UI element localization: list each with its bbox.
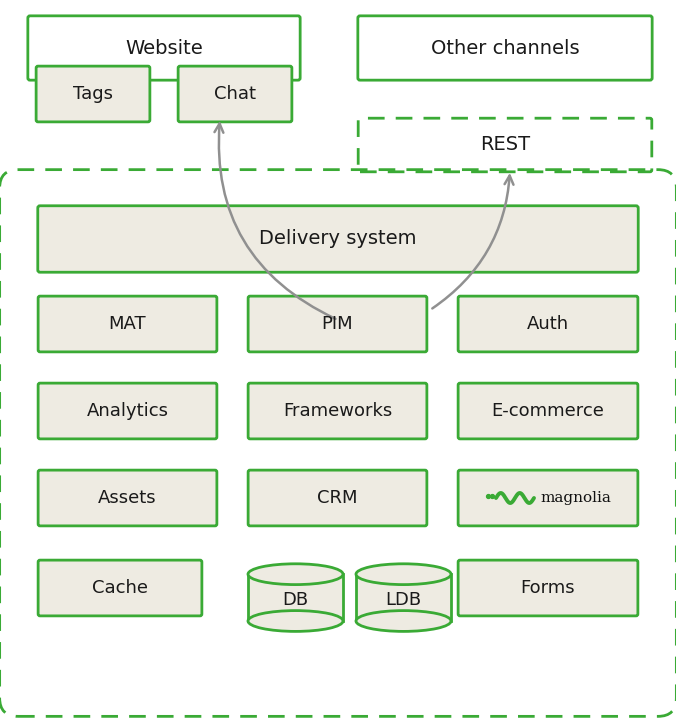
Ellipse shape bbox=[356, 564, 451, 585]
FancyBboxPatch shape bbox=[358, 16, 652, 80]
FancyBboxPatch shape bbox=[36, 66, 150, 122]
FancyBboxPatch shape bbox=[248, 296, 427, 352]
Text: Frameworks: Frameworks bbox=[283, 402, 392, 420]
Text: LDB: LDB bbox=[385, 591, 422, 609]
FancyBboxPatch shape bbox=[178, 66, 292, 122]
FancyBboxPatch shape bbox=[458, 296, 638, 352]
Bar bbox=[248, 574, 343, 621]
Text: Website: Website bbox=[125, 38, 203, 58]
Text: PIM: PIM bbox=[322, 315, 354, 333]
FancyBboxPatch shape bbox=[248, 470, 427, 526]
Text: Chat: Chat bbox=[214, 85, 256, 103]
Text: MAT: MAT bbox=[109, 315, 146, 333]
FancyBboxPatch shape bbox=[38, 560, 202, 616]
Text: Assets: Assets bbox=[98, 489, 157, 507]
FancyBboxPatch shape bbox=[38, 296, 217, 352]
Text: Forms: Forms bbox=[521, 579, 575, 597]
Text: Cache: Cache bbox=[92, 579, 148, 597]
Text: magnolia: magnolia bbox=[540, 491, 611, 505]
FancyBboxPatch shape bbox=[38, 206, 638, 272]
FancyBboxPatch shape bbox=[248, 383, 427, 439]
Ellipse shape bbox=[356, 611, 451, 632]
Text: REST: REST bbox=[480, 136, 530, 155]
Text: CRM: CRM bbox=[317, 489, 358, 507]
Text: Other channels: Other channels bbox=[431, 38, 579, 58]
Text: E-commerce: E-commerce bbox=[491, 402, 604, 420]
Ellipse shape bbox=[248, 564, 343, 585]
Text: Analytics: Analytics bbox=[87, 402, 168, 420]
Text: Delivery system: Delivery system bbox=[260, 230, 416, 248]
FancyBboxPatch shape bbox=[458, 383, 638, 439]
Bar bbox=[356, 574, 451, 621]
Text: Tags: Tags bbox=[73, 85, 113, 103]
FancyBboxPatch shape bbox=[38, 470, 217, 526]
Text: Auth: Auth bbox=[527, 315, 569, 333]
FancyBboxPatch shape bbox=[28, 16, 300, 80]
Text: DB: DB bbox=[283, 591, 308, 609]
FancyBboxPatch shape bbox=[458, 560, 638, 616]
FancyBboxPatch shape bbox=[458, 470, 638, 526]
FancyBboxPatch shape bbox=[358, 118, 652, 172]
Ellipse shape bbox=[248, 611, 343, 632]
FancyBboxPatch shape bbox=[38, 383, 217, 439]
